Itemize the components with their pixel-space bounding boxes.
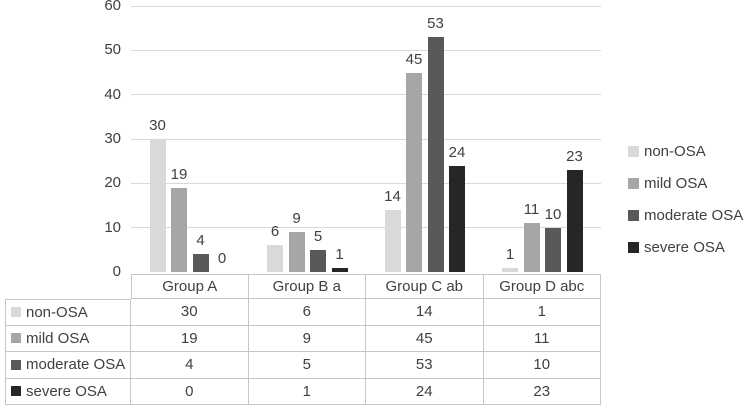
bar-data-label: 1	[505, 245, 515, 263]
table-header-cell: Group A	[131, 274, 249, 299]
bar-data-label: 11	[523, 201, 540, 219]
table-row-label: severe OSA	[5, 378, 131, 405]
table-series-name: mild OSA	[26, 329, 90, 347]
y-axis-tick-label: 40	[104, 85, 121, 103]
legend-swatch-icon	[628, 242, 639, 253]
table-value-cell: 24	[366, 378, 484, 405]
table-row-label: mild OSA	[5, 325, 131, 352]
bar-data-label: 10	[544, 205, 562, 223]
table-header-cell: Group D abc	[483, 274, 601, 299]
y-axis-tick-label: 60	[104, 0, 121, 14]
table-value-cell: 0	[131, 378, 249, 405]
table-series-name: moderate OSA	[26, 356, 126, 374]
legend: non-OSA mild OSA moderate OSA severe OSA	[628, 141, 743, 258]
bar-moderate-osa	[427, 37, 444, 272]
y-axis-tick-label: 30	[104, 130, 121, 147]
table-value-cell: 45	[366, 325, 484, 352]
table-value-cell: 19	[131, 325, 249, 352]
legend-swatch-icon	[628, 210, 639, 221]
bar-mild-osa	[406, 72, 422, 272]
table-legend-swatch-icon	[11, 359, 21, 370]
bar-data-label: 4	[196, 232, 205, 250]
table-row-label: moderate OSA	[5, 352, 131, 379]
table-value-cell: 14	[366, 299, 484, 326]
bar-non-osa	[384, 209, 401, 272]
legend-label: moderate OSA	[644, 207, 744, 224]
table-legend-swatch-icon	[11, 307, 21, 318]
legend-label: severe OSA	[644, 239, 725, 256]
legend-label: non-OSA	[644, 143, 706, 160]
table-row-label: non-OSA	[5, 299, 131, 326]
legend-swatch-icon	[628, 146, 639, 157]
table-legend-swatch-icon	[11, 333, 21, 344]
gridline	[131, 5, 601, 7]
bar-data-label: 24	[448, 143, 466, 161]
legend-item-mild-osa: mild OSA	[628, 173, 743, 194]
bar-non-osa	[267, 245, 283, 272]
bar-severe-osa	[566, 170, 583, 272]
table-corner-cell	[5, 274, 131, 299]
table-value-cell: 11	[483, 325, 601, 352]
legend-item-moderate-osa: moderate OSA	[628, 205, 743, 226]
table-value-cell: 23	[483, 378, 601, 405]
bar-data-label: 45	[405, 50, 423, 68]
table-header-cell: Group C ab	[366, 274, 484, 299]
legend-item-non-osa: non-OSA	[628, 141, 743, 162]
bar-mild-osa	[288, 232, 305, 272]
bar-data-label: 23	[566, 148, 583, 166]
table-value-cell: 5	[248, 352, 366, 379]
data-table: Group A Group B a Group C ab Group D abc non…	[5, 274, 601, 405]
table-value-cell: 1	[248, 378, 366, 405]
gridline	[131, 49, 601, 51]
bar-mild-osa	[171, 187, 187, 272]
bar-mild-osa	[523, 223, 540, 272]
bar-moderate-osa	[192, 254, 209, 272]
bar-moderate-osa	[310, 249, 326, 272]
bar-data-label: 30	[149, 117, 166, 134]
bar-data-label: 9	[292, 210, 301, 228]
table-value-cell: 1	[483, 299, 601, 326]
bar-non-osa	[149, 139, 166, 272]
table-value-cell: 6	[248, 299, 366, 326]
bar-data-label: 14	[384, 187, 401, 205]
y-axis-tick-label: 0	[112, 263, 121, 280]
gridline	[131, 227, 601, 229]
legend-label: mild OSA	[644, 175, 708, 192]
y-axis-tick-label: 20	[104, 174, 121, 192]
table-header-cell: Group B a	[248, 274, 366, 299]
legend-swatch-icon	[628, 178, 639, 189]
bar-data-label: 5	[313, 227, 323, 245]
table-value-cell: 9	[248, 325, 366, 352]
table-series-name: non-OSA	[26, 303, 88, 321]
bar-data-label: 53	[427, 15, 444, 33]
gridline	[131, 182, 601, 184]
bar-severe-osa	[331, 267, 348, 272]
bar-data-label: 0	[217, 250, 227, 267]
bar-severe-osa	[449, 165, 465, 272]
table-value-cell: 4	[131, 352, 249, 379]
y-axis-tick-label: 10	[104, 218, 121, 236]
bar-data-label: 6	[270, 223, 280, 241]
table-legend-swatch-icon	[11, 386, 21, 397]
bar-data-label: 19	[170, 165, 188, 183]
y-axis-tick-label: 50	[104, 41, 121, 59]
bar-data-label: 1	[335, 245, 344, 263]
table-value-cell: 53	[366, 352, 484, 379]
gridline	[131, 138, 601, 140]
gridline	[131, 94, 601, 96]
bar-moderate-osa	[545, 227, 561, 272]
table-series-name: severe OSA	[26, 382, 107, 400]
table-value-cell: 30	[131, 299, 249, 326]
table-value-cell: 10	[483, 352, 601, 379]
legend-item-severe-osa: severe OSA	[628, 237, 743, 258]
bar-non-osa	[502, 267, 518, 272]
